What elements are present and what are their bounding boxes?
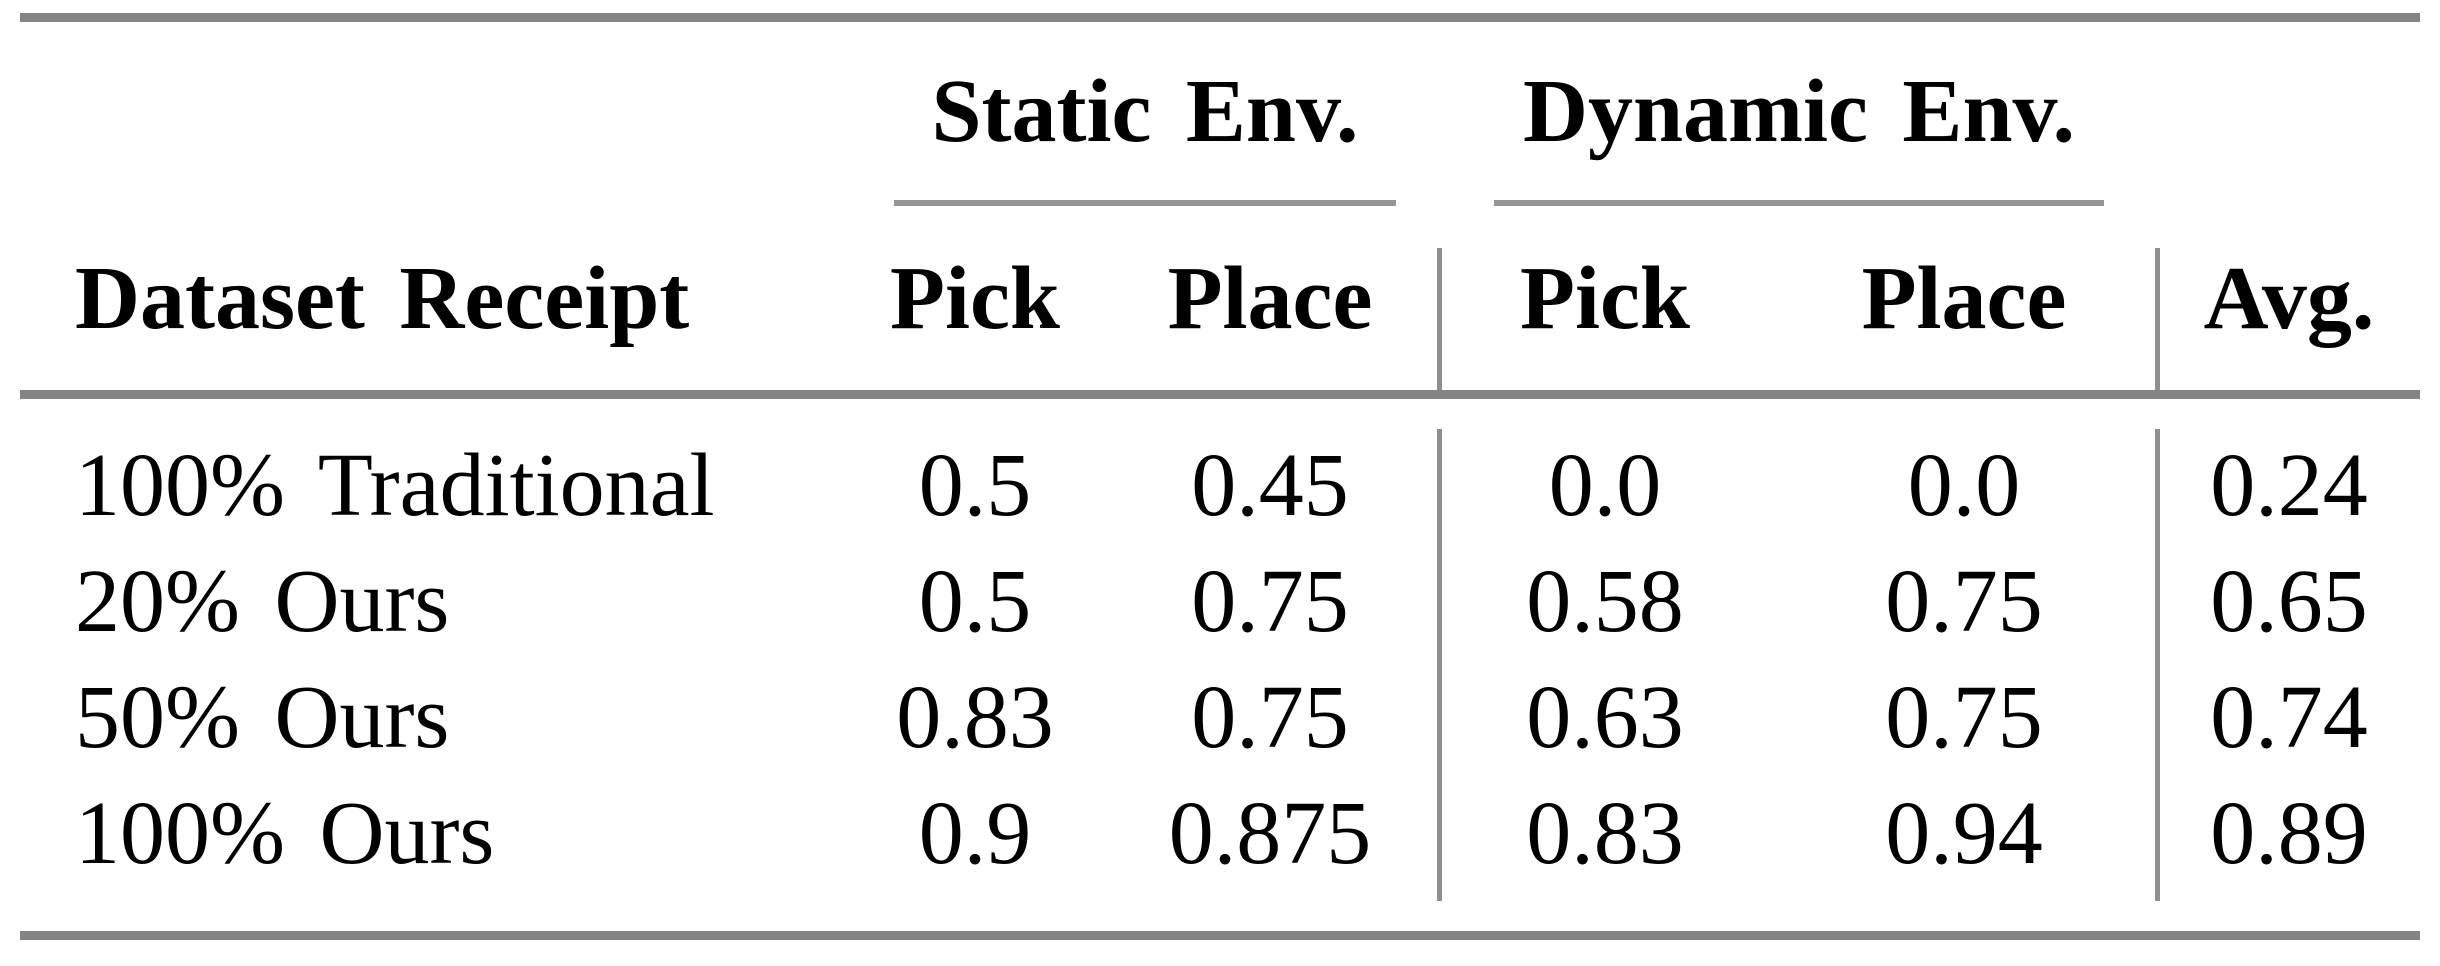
header-body-rule bbox=[20, 390, 2420, 399]
cell-avg: 0.89 bbox=[2210, 783, 2368, 883]
dynamic-env-underline bbox=[1493, 200, 2105, 206]
cell-dynamic-place: 0.75 bbox=[1885, 551, 2043, 651]
static-env-group-header: Static Env. bbox=[850, 22, 1440, 200]
vertical-rule-dynamic-avg bbox=[2155, 429, 2160, 901]
row-label: 100% Ours bbox=[75, 783, 495, 883]
cell-static-place: 0.875 bbox=[1168, 783, 1372, 883]
cell-static-pick: 0.83 bbox=[896, 667, 1054, 767]
col-header-static-place: Place bbox=[1167, 248, 1373, 348]
top-rule bbox=[20, 13, 2420, 22]
table-body: 100% Traditional 0.5 0.45 0.0 0.0 0.24 2… bbox=[20, 399, 2420, 931]
row-label: 50% Ours bbox=[75, 667, 450, 767]
row-label: 20% Ours bbox=[75, 551, 450, 651]
col-header-avg: Avg. bbox=[2203, 248, 2375, 348]
cell-static-pick: 0.5 bbox=[918, 551, 1032, 651]
table-row: 100% Traditional 0.5 0.45 0.0 0.0 0.24 bbox=[20, 427, 2420, 543]
cell-static-place: 0.75 bbox=[1191, 551, 1349, 651]
vertical-rule-static-dynamic bbox=[1437, 429, 1442, 901]
col-header-static-pick: Pick bbox=[890, 248, 1060, 348]
vertical-rule-dynamic-avg bbox=[2155, 248, 2160, 390]
cell-static-pick: 0.5 bbox=[918, 435, 1032, 535]
group-header-row: Static Env. Dynamic Env. bbox=[20, 22, 2420, 200]
vertical-rule-static-dynamic bbox=[1437, 248, 1442, 390]
cell-static-place: 0.75 bbox=[1191, 667, 1349, 767]
dynamic-env-label: Dynamic Env. bbox=[1522, 61, 2076, 161]
col-header-dataset-receipt: Dataset Receipt bbox=[75, 248, 690, 348]
cell-dynamic-pick: 0.83 bbox=[1526, 783, 1684, 883]
static-env-underline bbox=[894, 200, 1396, 206]
static-env-label: Static Env. bbox=[931, 61, 1359, 161]
group-underline-row bbox=[20, 200, 2420, 206]
table-row: 100% Ours 0.9 0.875 0.83 0.94 0.89 bbox=[20, 775, 2420, 891]
row-label: 100% Traditional bbox=[75, 435, 715, 535]
col-header-dynamic-place: Place bbox=[1861, 248, 2067, 348]
results-table: Static Env. Dynamic Env. Dataset Receipt… bbox=[20, 13, 2420, 940]
col-header-dynamic-pick: Pick bbox=[1520, 248, 1690, 348]
group-header-spacer-left bbox=[20, 22, 850, 200]
dynamic-env-group-header: Dynamic Env. bbox=[1440, 22, 2158, 200]
group-header-spacer-right bbox=[2158, 22, 2420, 200]
cell-static-pick: 0.9 bbox=[918, 783, 1032, 883]
cell-dynamic-place: 0.75 bbox=[1885, 667, 2043, 767]
table-row: 50% Ours 0.83 0.75 0.63 0.75 0.74 bbox=[20, 659, 2420, 775]
cell-avg: 0.74 bbox=[2210, 667, 2368, 767]
cell-dynamic-place: 0.94 bbox=[1885, 783, 2043, 883]
cell-avg: 0.65 bbox=[2210, 551, 2368, 651]
cell-dynamic-pick: 0.63 bbox=[1526, 667, 1684, 767]
cell-avg: 0.24 bbox=[2210, 435, 2368, 535]
table-row: 20% Ours 0.5 0.75 0.58 0.75 0.65 bbox=[20, 543, 2420, 659]
cell-dynamic-pick: 0.58 bbox=[1526, 551, 1684, 651]
column-header-row: Dataset Receipt Pick Place Pick Place Av… bbox=[20, 206, 2420, 390]
cell-dynamic-place: 0.0 bbox=[1907, 435, 2021, 535]
cell-static-place: 0.45 bbox=[1191, 435, 1349, 535]
cell-dynamic-pick: 0.0 bbox=[1548, 435, 1662, 535]
bottom-rule bbox=[20, 931, 2420, 940]
